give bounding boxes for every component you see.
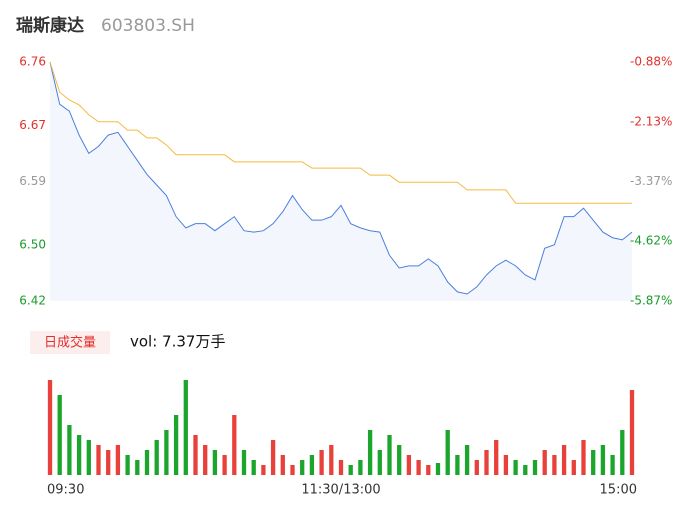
- volume-bar: [445, 430, 450, 475]
- volume-bar: [57, 395, 62, 475]
- y2-tick-label: -0.88%: [630, 55, 672, 69]
- volume-bar: [125, 455, 130, 475]
- y-tick-label: 6.76: [19, 55, 46, 69]
- volume-bar: [348, 465, 353, 475]
- price-line: [49, 61, 633, 295]
- volume-bar: [300, 460, 305, 475]
- average-line: [49, 61, 632, 204]
- volume-bar: [571, 460, 576, 475]
- price-area: [50, 62, 632, 301]
- volume-bar: [387, 435, 392, 475]
- volume-bar: [503, 455, 509, 475]
- volume-bar: [426, 465, 431, 475]
- y-tick-label: 6.42: [19, 294, 46, 308]
- volume-bar: [455, 455, 460, 475]
- volume-bar: [581, 440, 586, 475]
- volume-bar: [241, 450, 247, 475]
- volume-bar: [106, 450, 111, 475]
- volume-bar: [261, 465, 266, 475]
- volume-bar: [367, 430, 373, 475]
- legend-box: [30, 331, 110, 354]
- volume-bar: [212, 450, 218, 475]
- volume-bar: [309, 455, 315, 475]
- volume-bar: [251, 460, 256, 475]
- volume-bar: [96, 445, 101, 475]
- volume-bar: [144, 450, 150, 475]
- volume-bar: [513, 460, 518, 475]
- y2-tick-label: -2.13%: [630, 114, 672, 128]
- volume-bar: [600, 445, 606, 475]
- volume-bar: [620, 430, 625, 475]
- volume-bar: [76, 435, 82, 475]
- volume-bar: [416, 460, 421, 475]
- volume-bar: [135, 460, 140, 475]
- x-tick-label: 11:30/13:00: [301, 483, 380, 498]
- volume-bar: [474, 460, 479, 475]
- volume-bar: [67, 425, 72, 475]
- volume-bar: [47, 380, 53, 475]
- volume-bar: [154, 440, 159, 475]
- y-tick-label: 6.50: [19, 237, 46, 251]
- stock-code: 603803.SH: [101, 16, 195, 36]
- volume-bar: [270, 440, 276, 475]
- y2-tick-label: -4.62%: [630, 234, 672, 248]
- volume-bar: [329, 445, 334, 475]
- volume-bar: [561, 445, 567, 475]
- y-tick-label: 6.67: [19, 118, 46, 132]
- volume-bar: [552, 455, 557, 475]
- x-tick-label: 15:00: [600, 483, 637, 498]
- volume-bar: [183, 380, 188, 475]
- volume-bar: [222, 455, 227, 475]
- volume-bar: [358, 460, 363, 475]
- volume-bar: [193, 435, 198, 475]
- volume-bar: [280, 455, 285, 475]
- volume-bar: [494, 440, 499, 475]
- volume-bar: [610, 455, 615, 475]
- x-tick-label: 09:30: [47, 483, 84, 498]
- volume-bar: [377, 450, 382, 475]
- volume-bar: [115, 445, 121, 475]
- volume-bar: [591, 450, 596, 475]
- volume-bar: [203, 445, 208, 475]
- volume-bar: [290, 465, 295, 475]
- volume-bar: [542, 450, 547, 475]
- volume-bar: [532, 460, 538, 475]
- volume-bar: [523, 465, 528, 475]
- volume-total: vol: 7.37万手: [130, 333, 225, 351]
- volume-bar: [464, 445, 470, 475]
- volume-bar: [629, 390, 635, 475]
- y-tick-label: 6.59: [19, 174, 46, 188]
- volume-bar: [406, 455, 412, 475]
- y2-tick-label: -3.37%: [630, 174, 672, 188]
- volume-bar: [435, 463, 441, 475]
- volume-bar: [397, 445, 402, 475]
- volume-bar: [338, 460, 344, 475]
- volume-bar: [484, 450, 489, 475]
- volume-bar: [173, 415, 179, 475]
- volume-bar: [232, 415, 237, 475]
- volume-bar: [86, 440, 91, 475]
- y2-tick-label: -5.87%: [630, 294, 672, 308]
- stock-name: 瑞斯康达: [16, 15, 84, 36]
- volume-legend: 日成交量: [44, 335, 96, 351]
- volume-bar: [164, 430, 169, 475]
- volume-bar: [319, 450, 324, 475]
